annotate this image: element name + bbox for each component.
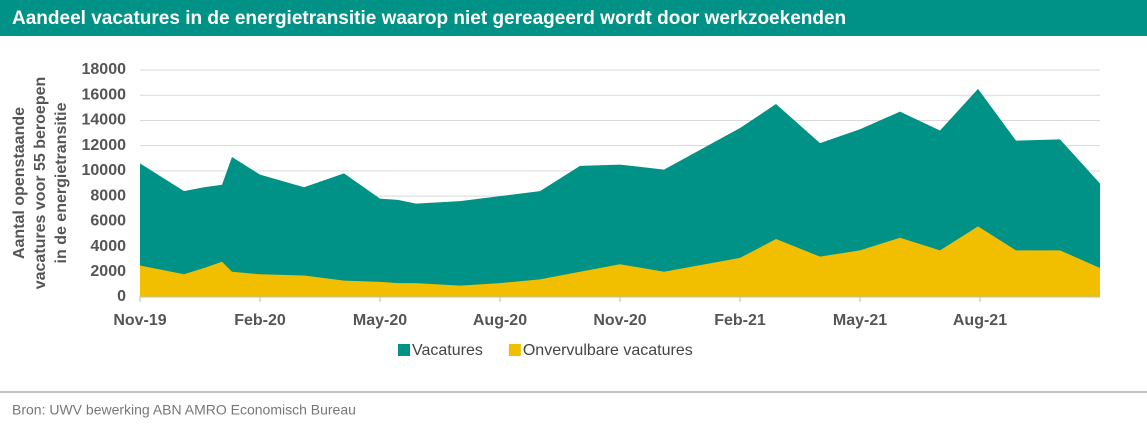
y-tick-label: 14000 [82,112,127,129]
x-tick-label: May-20 [353,312,407,329]
area [140,88,1100,298]
y-tick-label: 0 [117,288,126,305]
y-axis-title-line: Aantal openstaande [11,107,28,259]
chart-title: Aandeel vacatures in de energietransitie… [12,8,846,29]
legend-swatch [508,344,521,356]
x-tick-label: Aug-21 [953,312,1007,329]
legend-label: Vacatures [412,342,483,359]
x-tick-label: Nov-19 [113,312,166,329]
y-tick-label: 6000 [90,213,126,230]
x-tick-label: Feb-21 [714,312,766,329]
y-tick-label: 16000 [82,86,127,103]
x-tick-label: May-21 [833,312,887,329]
area [140,226,1100,297]
y-tick-label: 10000 [82,162,127,179]
y-axis-title-line: vacatures voor 55 beroepen [32,77,49,290]
x-tick-label: Nov-20 [593,312,646,329]
title-bar [0,0,1147,36]
legend-swatch [398,344,410,356]
y-tick-label: 8000 [90,187,126,204]
y-tick-label: 4000 [90,238,126,255]
y-tick-label: 12000 [82,137,127,154]
x-tick-label: Aug-20 [473,312,527,329]
source: Bron: UWV bewerking ABN AMRO Economisch … [12,402,356,418]
y-tick-label: 18000 [82,61,127,78]
legend-label: Onvervulbare vacatures [523,342,693,359]
y-tick-label: 2000 [90,263,126,280]
y-axis-title-line: in de energietransitie [53,102,70,263]
y-axis-title: Aantal openstaande vacatures voor 55 bero… [11,77,70,290]
x-tick-label: Feb-20 [234,312,286,329]
